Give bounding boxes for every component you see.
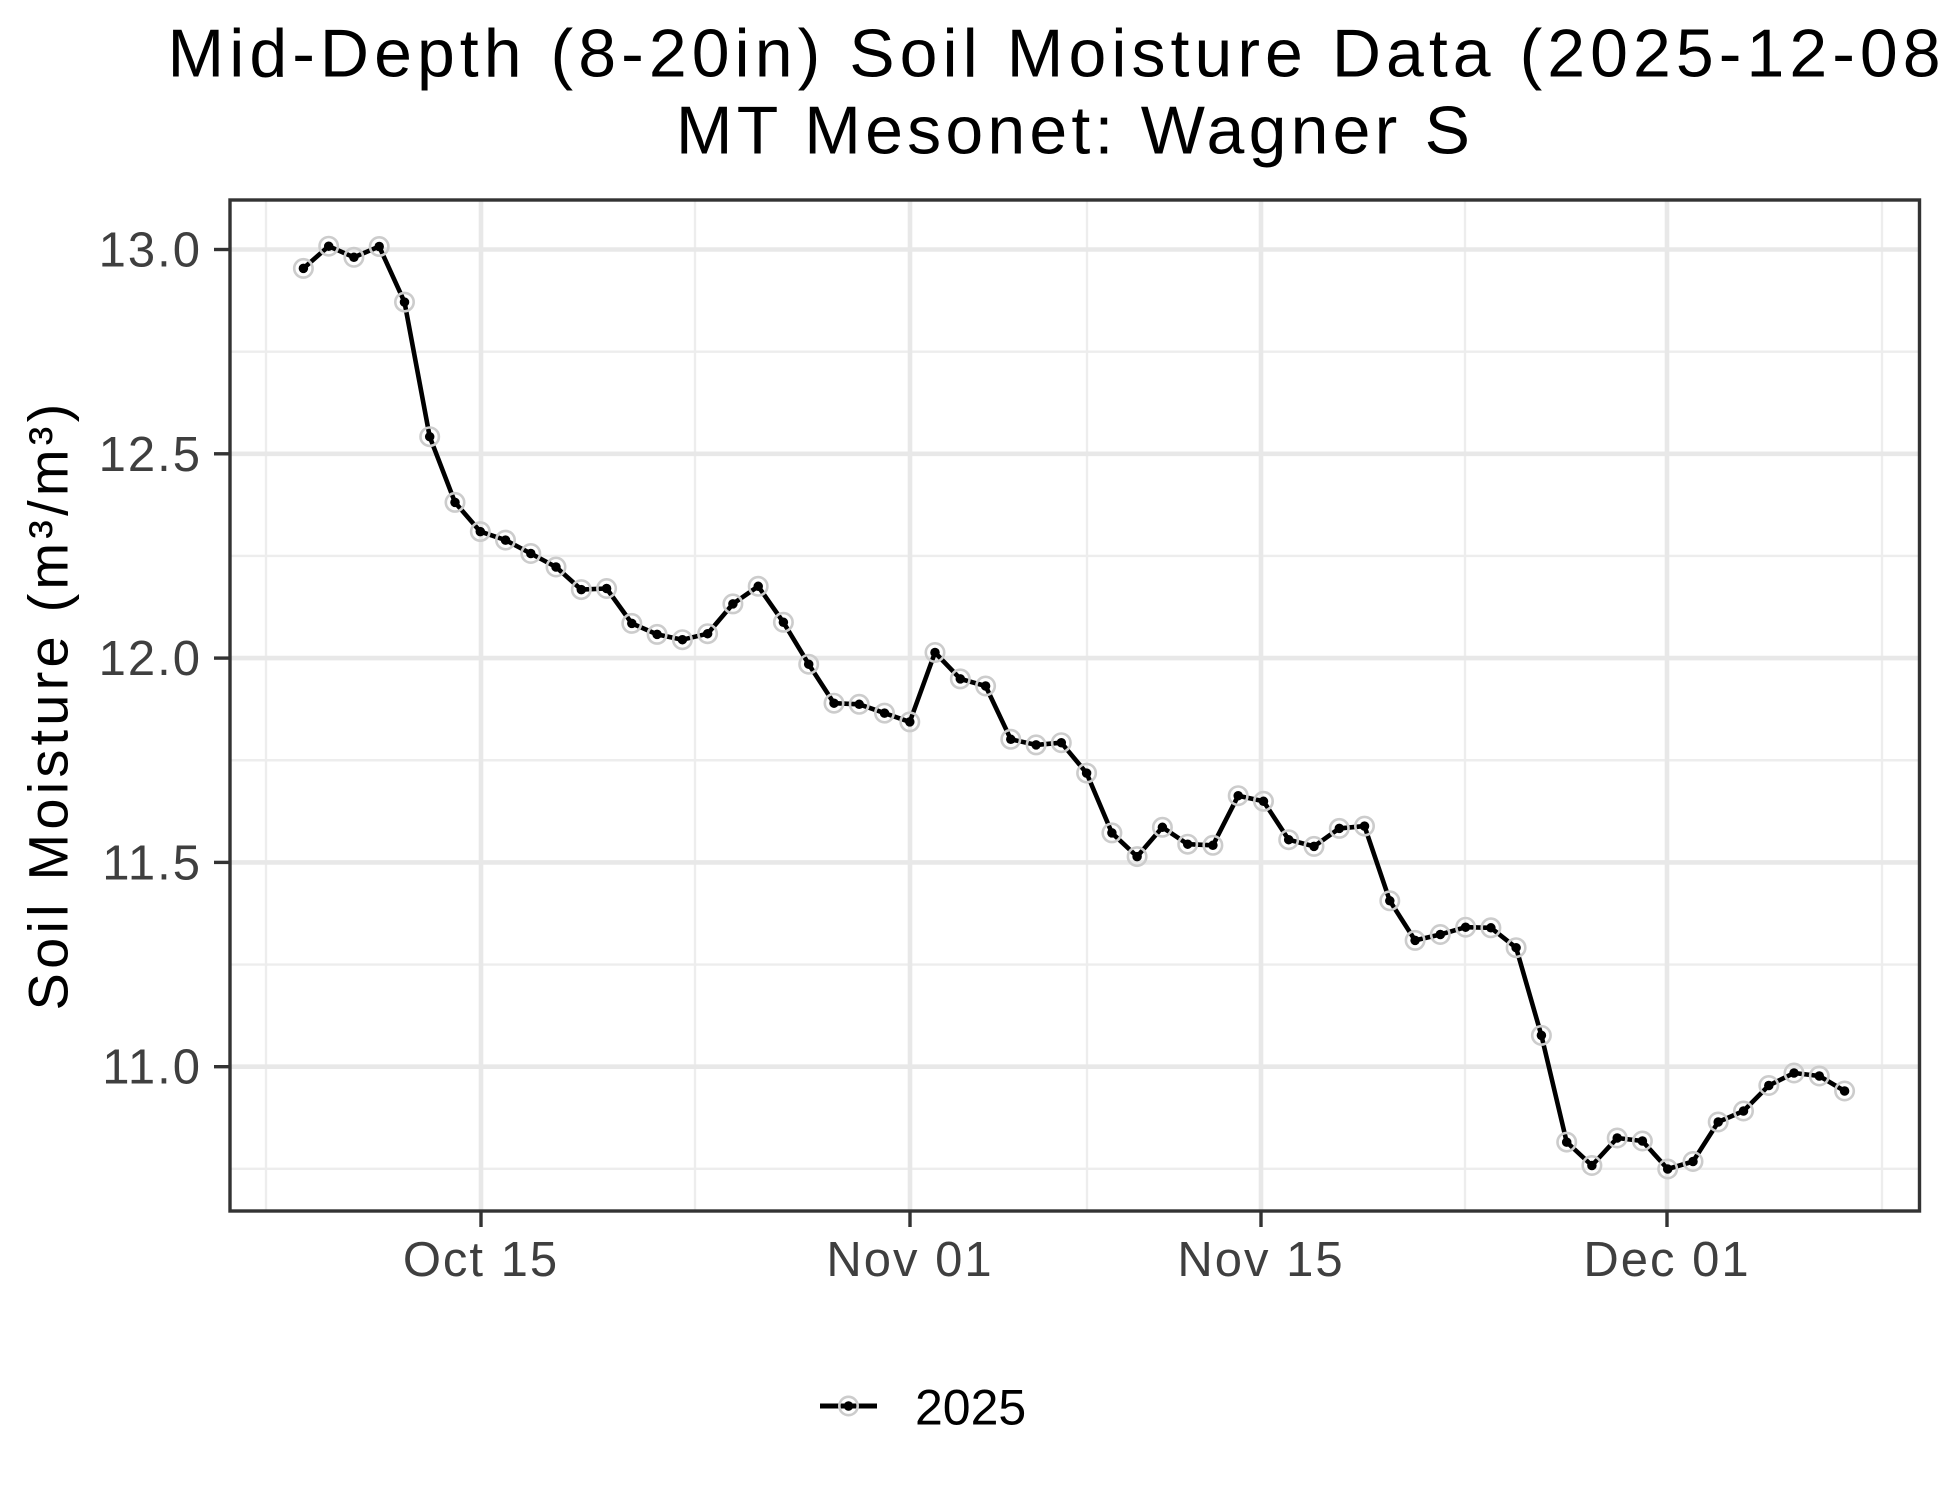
svg-text:12.0: 12.0 <box>99 632 202 686</box>
svg-text:Soil Moisture (m³/m³): Soil Moisture (m³/m³) <box>17 400 80 1011</box>
svg-text:Dec 01: Dec 01 <box>1583 1233 1750 1287</box>
svg-text:12.5: 12.5 <box>99 428 202 482</box>
svg-text:Oct 15: Oct 15 <box>403 1233 559 1287</box>
svg-text:11.0: 11.0 <box>102 1041 202 1095</box>
svg-text:Nov 01: Nov 01 <box>826 1233 993 1287</box>
svg-text:11.5: 11.5 <box>102 836 202 890</box>
svg-text:Nov 15: Nov 15 <box>1177 1233 1344 1287</box>
svg-text:2025: 2025 <box>915 1380 1026 1436</box>
svg-text:Mid-Depth (8-20in) Soil Moistu: Mid-Depth (8-20in) Soil Moisture Data (2… <box>168 16 1950 92</box>
svg-text:13.0: 13.0 <box>99 224 202 278</box>
svg-text:MT Mesonet: Wagner S: MT Mesonet: Wagner S <box>676 93 1474 169</box>
